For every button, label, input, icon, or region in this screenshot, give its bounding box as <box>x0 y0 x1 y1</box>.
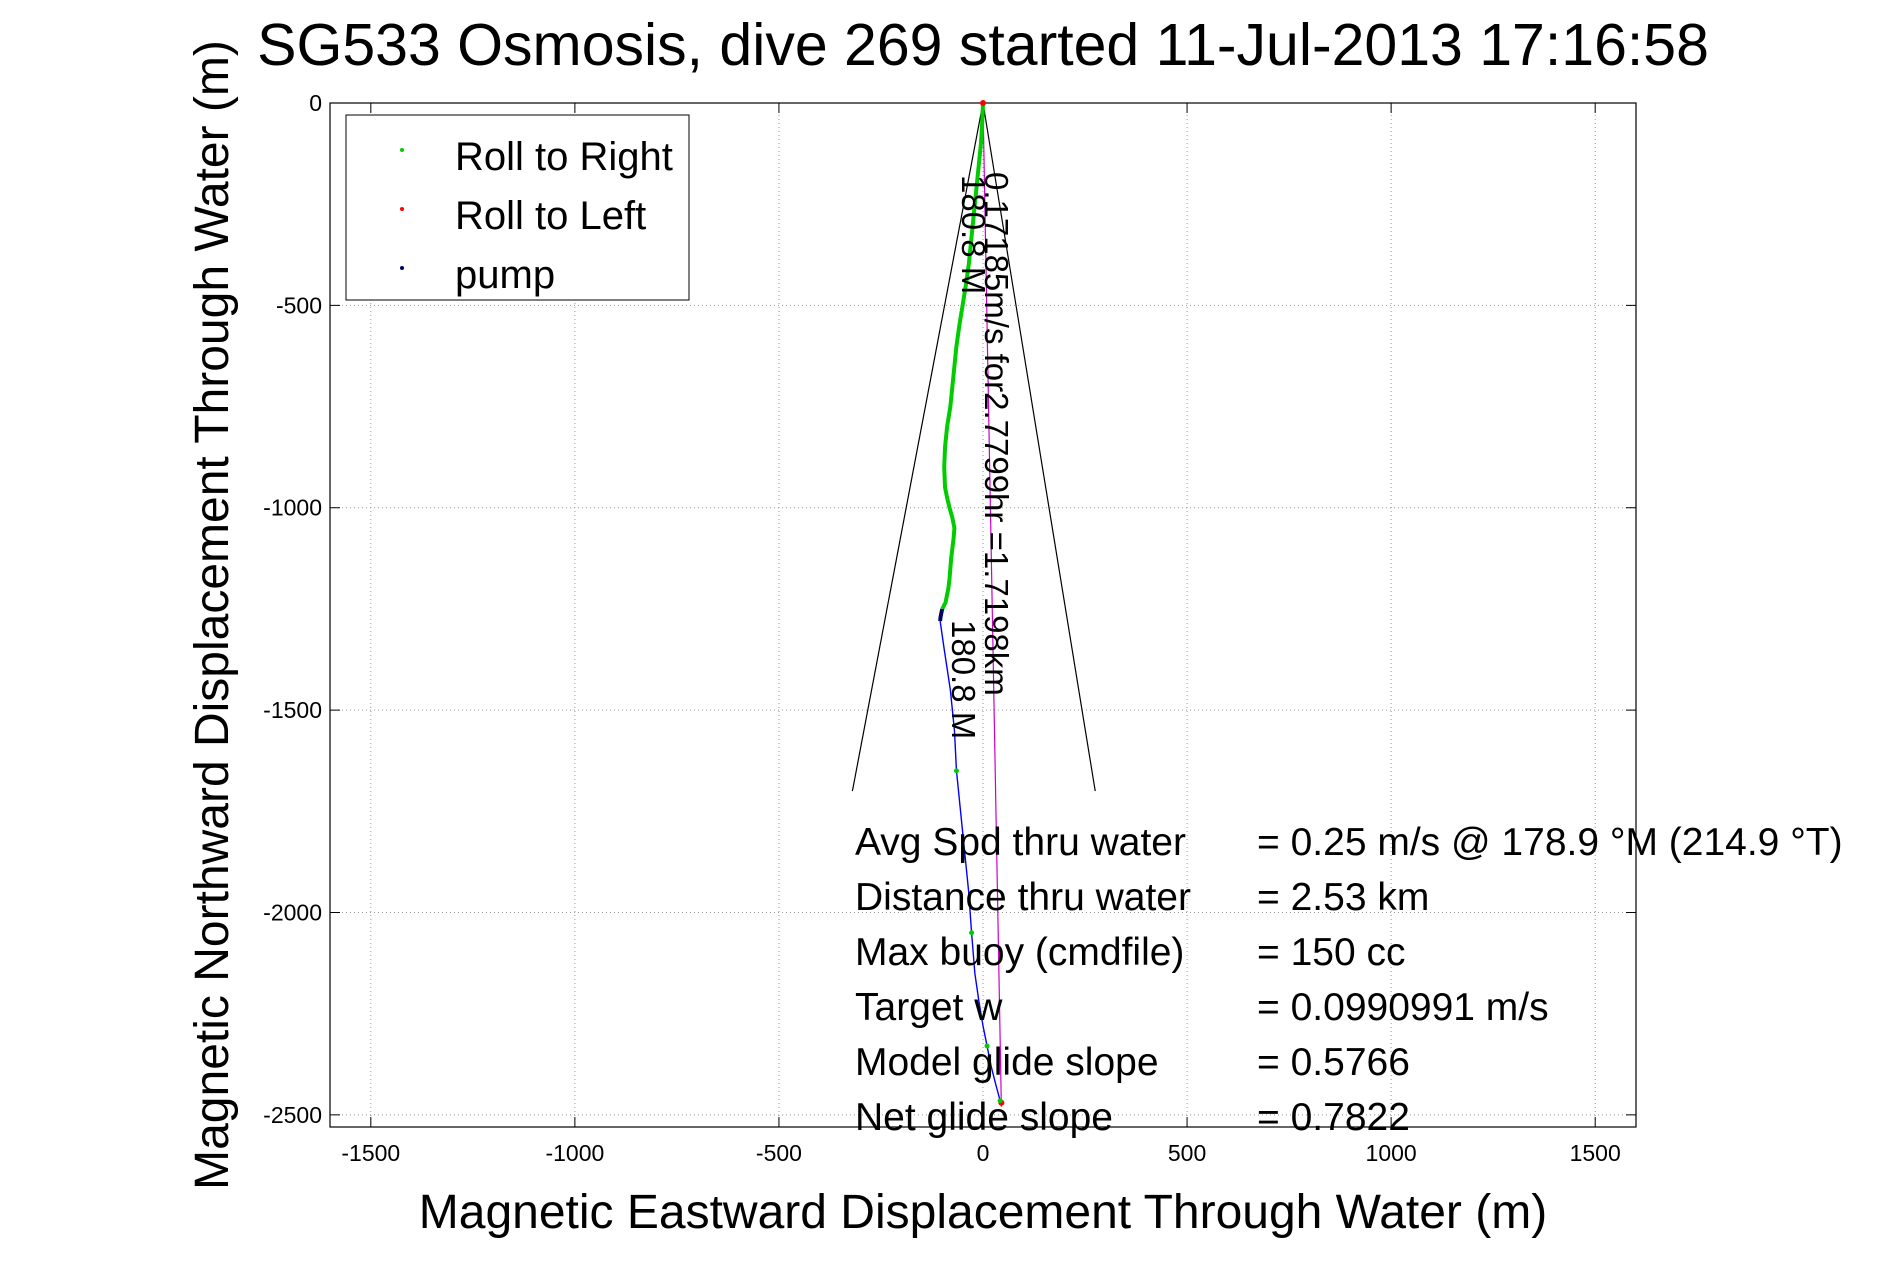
dive-stats: Avg Spd thru water = 0.25 m/s @ 178.9 °M… <box>855 821 1843 1139</box>
heading-annotation-bottom: 180.8 M <box>945 620 982 739</box>
stat-label-model-glide-slope: Model glide slope <box>855 1041 1159 1084</box>
x-tick-label: 500 <box>1168 1140 1206 1166</box>
pump-line <box>938 608 945 622</box>
legend-marker-pump <box>400 266 404 270</box>
legend-label-pump: pump <box>455 253 555 297</box>
stat-label-distance: Distance thru water <box>855 876 1191 919</box>
stat-value-avg-speed: = 0.25 m/s @ 178.9 °M (214.9 °T) <box>1257 821 1843 864</box>
predicted-leg-line <box>982 102 1002 1107</box>
x-tick-label: 0 <box>977 1140 990 1166</box>
chart-title: SG533 Osmosis, dive 269 started 11-Jul-2… <box>257 12 1709 78</box>
stat-value-target-w: = 0.0990991 m/s <box>1257 986 1549 1029</box>
roll-right-point <box>969 930 975 936</box>
roll-right-point <box>984 1043 990 1049</box>
x-tick-label: -1500 <box>341 1140 400 1166</box>
legend-marker-roll-right <box>400 148 404 152</box>
y-tick-label: -2000 <box>263 899 322 925</box>
x-tick-label: -1000 <box>545 1140 604 1166</box>
stat-label-max-buoy: Max buoy (cmdfile) <box>855 931 1184 974</box>
legend-label-roll-right: Roll to Right <box>455 135 673 179</box>
stat-label-avg-speed: Avg Spd thru water <box>855 821 1186 864</box>
leg-annotation: 0.17185m/s for2.7799hr =1.7198km <box>978 172 1015 696</box>
stat-label-target-w: Target w <box>855 986 1003 1029</box>
x-tick-label: 1500 <box>1570 1140 1621 1166</box>
stat-value-net-glide-slope: = 0.7822 <box>1257 1096 1410 1139</box>
x-axis-label: Magnetic Eastward Displacement Through W… <box>419 1186 1547 1239</box>
track-line <box>939 620 1003 1105</box>
series-layer <box>851 100 1096 1107</box>
legend-label-roll-left: Roll to Left <box>455 194 646 238</box>
x-tick-label: -500 <box>756 1140 802 1166</box>
stat-value-distance: = 2.53 km <box>1257 876 1429 919</box>
heading-cone-left-line <box>851 102 984 792</box>
axis-ticks: -1500 -1000 -500 0 500 1000 1500 0 -500 -1000 -150… <box>263 90 1636 1166</box>
y-tick-label: -2500 <box>263 1102 322 1128</box>
y-tick-label: -500 <box>276 292 322 318</box>
stat-label-net-glide-slope: Net glide slope <box>855 1096 1113 1139</box>
y-tick-label: -1500 <box>263 697 322 723</box>
x-tick-label: 1000 <box>1366 1140 1417 1166</box>
stat-value-max-buoy: = 150 cc <box>1257 931 1406 974</box>
y-tick-label: -1000 <box>263 495 322 521</box>
roll-right-point <box>953 768 959 774</box>
legend: Roll to Right Roll to Left pump <box>345 114 690 301</box>
legend-marker-roll-left <box>400 207 404 211</box>
y-tick-label: 0 <box>309 90 322 116</box>
roll-right-point <box>997 1098 1003 1104</box>
stat-value-model-glide-slope: = 0.5766 <box>1257 1041 1410 1084</box>
heading-annotation-top: 180.8 M <box>955 175 992 294</box>
roll-left-point <box>980 100 986 106</box>
heading-cone-right-line <box>982 102 1096 792</box>
y-axis-label: Magnetic Northward Displacement Through … <box>186 40 239 1190</box>
roll-right-line <box>940 102 985 610</box>
